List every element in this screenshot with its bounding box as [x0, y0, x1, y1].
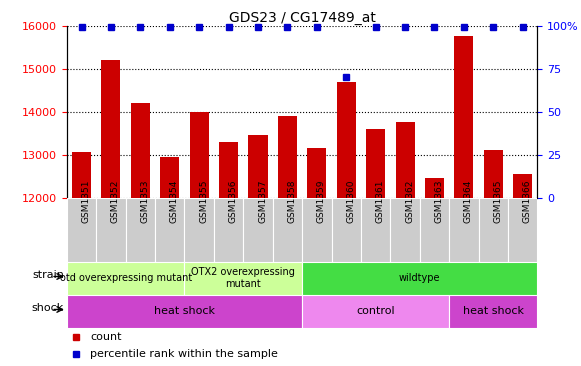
- Text: GSM1353: GSM1353: [141, 179, 149, 223]
- Bar: [185, 198, 214, 262]
- Text: GSM1359: GSM1359: [317, 179, 326, 223]
- Bar: [155, 198, 185, 262]
- Text: GSM1362: GSM1362: [405, 179, 414, 223]
- Bar: [513, 174, 532, 198]
- Bar: [484, 150, 503, 198]
- Bar: [420, 198, 449, 262]
- Bar: [302, 198, 332, 262]
- Text: control: control: [356, 306, 395, 316]
- Bar: [185, 262, 302, 295]
- Bar: [366, 129, 385, 198]
- Bar: [189, 112, 209, 198]
- Bar: [278, 116, 297, 198]
- Text: GSM1364: GSM1364: [464, 179, 473, 223]
- Bar: [272, 198, 302, 262]
- Bar: [101, 60, 120, 198]
- Text: GDS23 / CG17489_at: GDS23 / CG17489_at: [229, 11, 375, 25]
- Text: wildtype: wildtype: [399, 273, 440, 283]
- Bar: [361, 198, 390, 262]
- Text: GSM1356: GSM1356: [228, 179, 238, 223]
- Text: heat shock: heat shock: [463, 306, 524, 316]
- Bar: [508, 198, 537, 262]
- Bar: [67, 262, 185, 295]
- Bar: [219, 142, 238, 198]
- Text: GSM1354: GSM1354: [170, 179, 179, 223]
- Bar: [425, 178, 444, 198]
- Bar: [396, 122, 415, 198]
- Text: GSM1358: GSM1358: [288, 179, 296, 223]
- Bar: [67, 295, 302, 328]
- Text: GSM1363: GSM1363: [435, 179, 443, 223]
- Text: heat shock: heat shock: [154, 306, 215, 316]
- Bar: [302, 262, 537, 295]
- Text: percentile rank within the sample: percentile rank within the sample: [91, 349, 278, 359]
- Bar: [249, 135, 268, 198]
- Bar: [96, 198, 125, 262]
- Bar: [307, 148, 327, 198]
- Bar: [160, 157, 180, 198]
- Text: GSM1351: GSM1351: [81, 179, 91, 223]
- Bar: [390, 198, 420, 262]
- Text: GSM1357: GSM1357: [258, 179, 267, 223]
- Text: strain: strain: [32, 270, 64, 280]
- Bar: [336, 82, 356, 198]
- Bar: [125, 198, 155, 262]
- Bar: [454, 36, 474, 198]
- Text: shock: shock: [31, 303, 64, 313]
- Text: GSM1355: GSM1355: [199, 179, 208, 223]
- Text: GSM1365: GSM1365: [493, 179, 503, 223]
- Bar: [214, 198, 243, 262]
- Text: GSM1360: GSM1360: [346, 179, 355, 223]
- Bar: [449, 295, 537, 328]
- Bar: [449, 198, 479, 262]
- Bar: [243, 198, 272, 262]
- Bar: [479, 198, 508, 262]
- Text: GSM1352: GSM1352: [111, 179, 120, 223]
- Text: GSM1366: GSM1366: [523, 179, 532, 223]
- Text: count: count: [91, 332, 122, 342]
- Bar: [332, 198, 361, 262]
- Text: otd overexpressing mutant: otd overexpressing mutant: [59, 273, 192, 283]
- Bar: [72, 153, 91, 198]
- Text: GSM1361: GSM1361: [376, 179, 385, 223]
- Text: OTX2 overexpressing
mutant: OTX2 overexpressing mutant: [191, 267, 295, 289]
- Bar: [302, 295, 449, 328]
- Bar: [131, 103, 150, 198]
- Bar: [67, 198, 96, 262]
